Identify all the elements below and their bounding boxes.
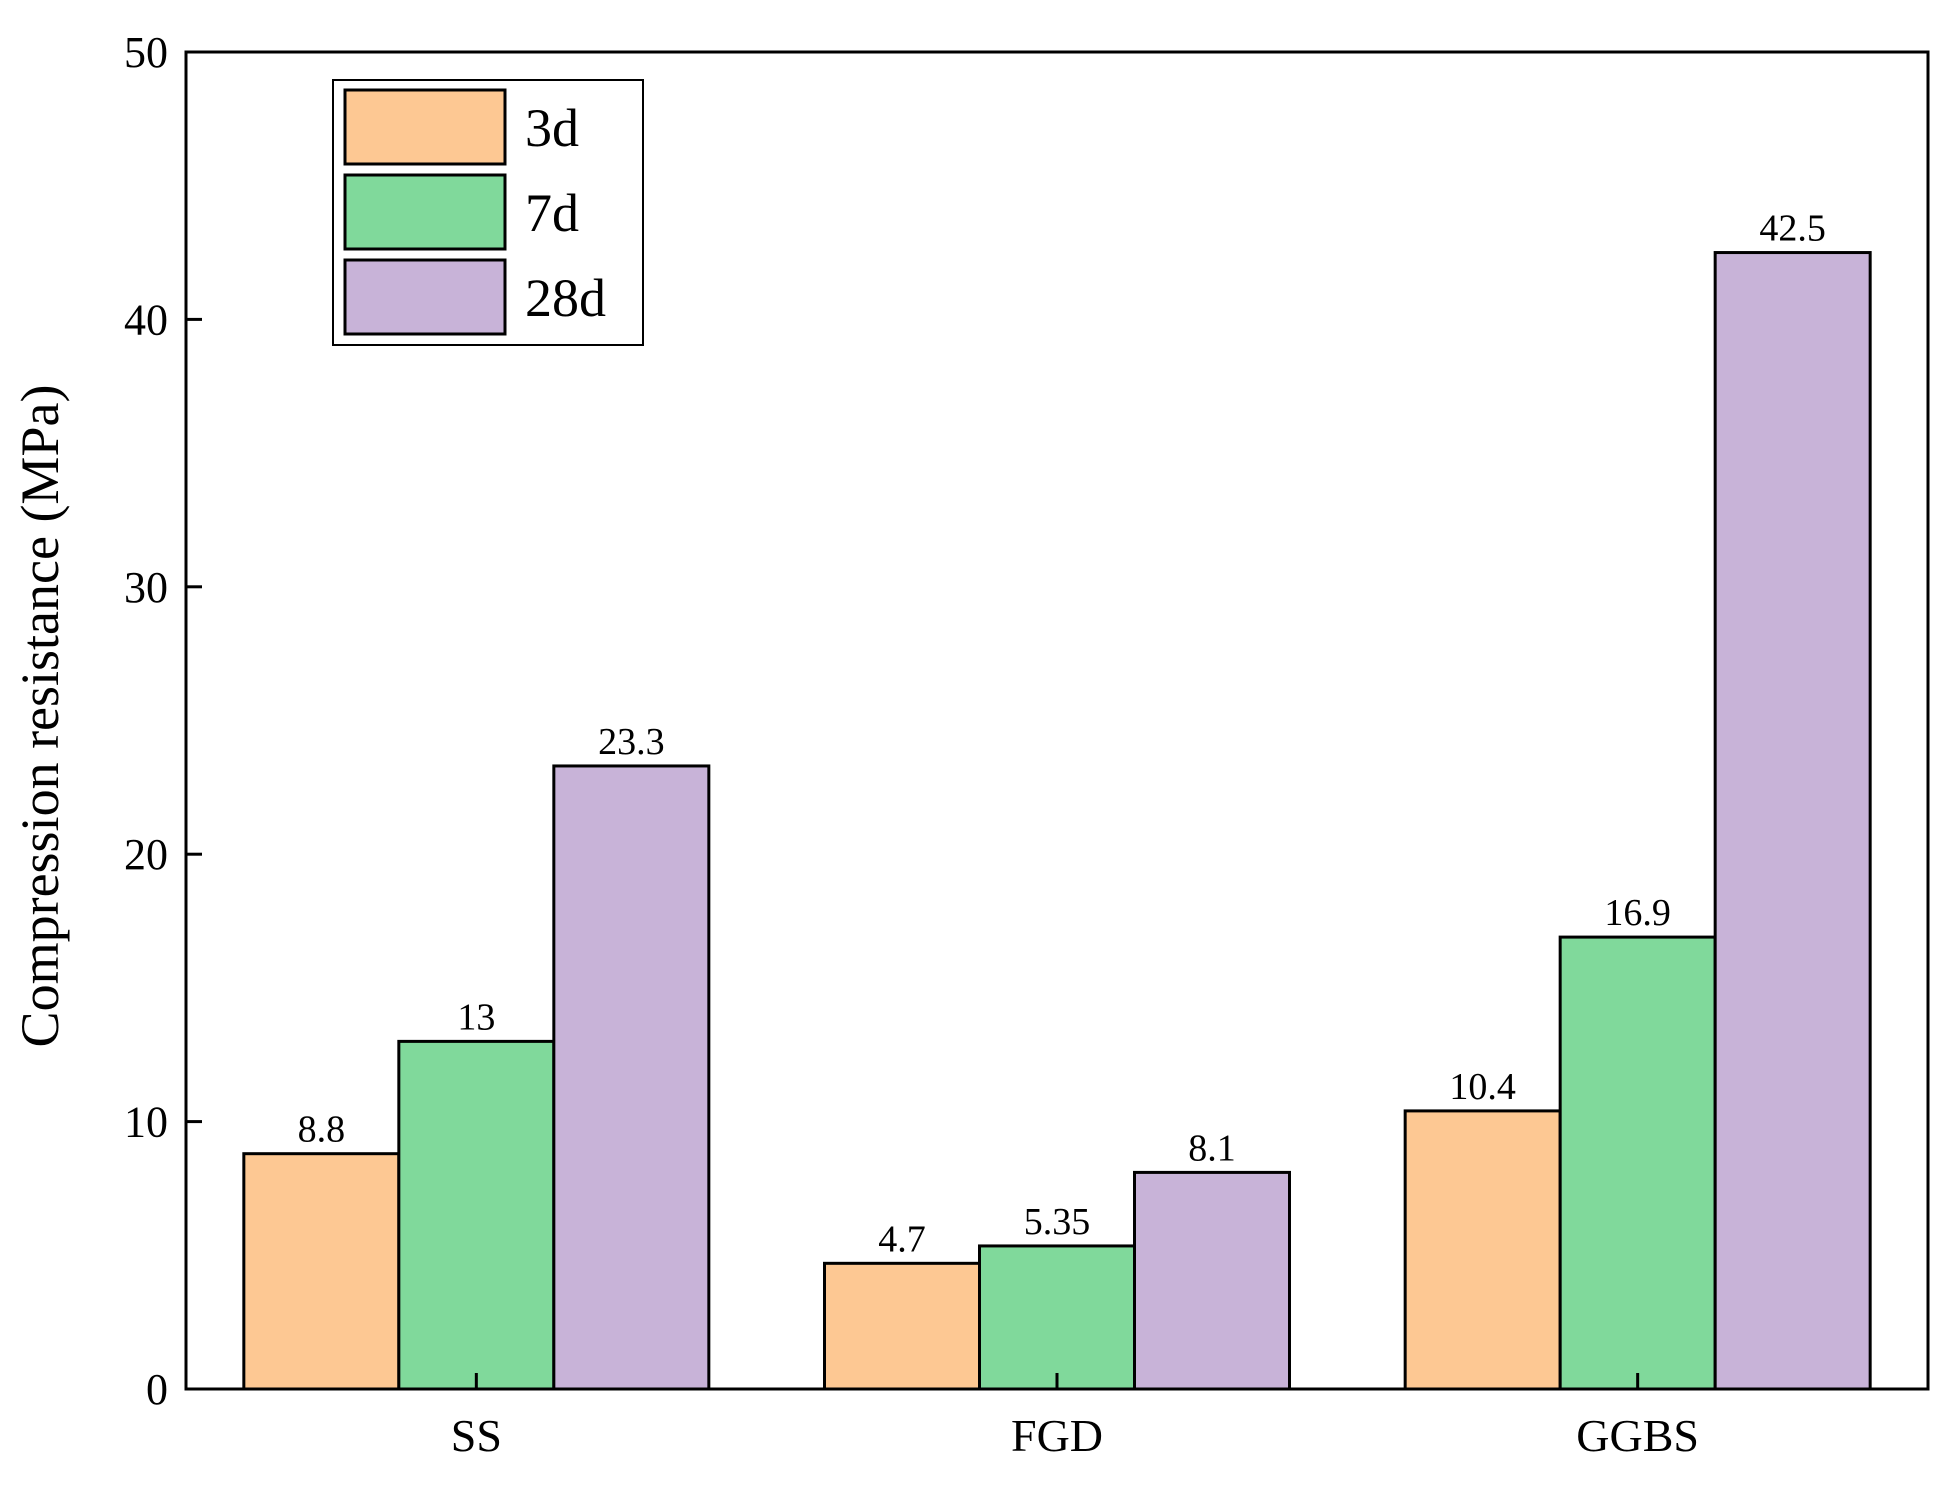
data-labels-layer: 8.8 13 23.3 4.7 5.35 8.1 10.4 16.9 42.5: [298, 208, 1826, 1261]
data-label-fgd-3d: 4.7: [878, 1218, 926, 1260]
data-label-ss-28d: 23.3: [598, 721, 665, 763]
data-label-fgd-28d: 8.1: [1188, 1127, 1236, 1169]
legend-swatch-3d: [343, 88, 507, 166]
data-label-ss-3d: 8.8: [298, 1109, 346, 1151]
data-label-ggbs-7d: 16.9: [1604, 892, 1671, 934]
x-tick-label-fgd: FGD: [1011, 1410, 1103, 1461]
legend-label-3d: 3d: [525, 98, 579, 158]
bar-ss-3d: [242, 1152, 401, 1391]
legend-label-7d: 7d: [525, 183, 579, 243]
x-tick-label-ss: SS: [451, 1410, 502, 1461]
y-tick-label-0: 0: [146, 1365, 168, 1414]
y-tick-label-30: 30: [124, 563, 168, 612]
data-label-fgd-7d: 5.35: [1024, 1201, 1091, 1243]
bar-fgd-28d: [1133, 1170, 1291, 1391]
legend-swatch-7d: [343, 173, 507, 251]
y-tick-label-10: 10: [124, 1098, 168, 1147]
y-tick-label-50: 50: [124, 28, 168, 77]
data-label-ggbs-3d: 10.4: [1449, 1066, 1516, 1108]
y-tick-label-20: 20: [124, 830, 168, 879]
bar-ggbs-28d: [1713, 251, 1872, 1391]
data-label-ggbs-28d: 42.5: [1759, 208, 1826, 250]
bar-ggbs-3d: [1403, 1109, 1562, 1391]
legend: 3d 7d 28d: [332, 79, 644, 346]
x-tick-label-ggbs: GGBS: [1576, 1410, 1699, 1461]
bar-ss-28d: [552, 764, 711, 1391]
data-label-ss-7d: 13: [457, 996, 495, 1038]
bar-fgd-7d: [978, 1244, 1136, 1391]
bar-ggbs-7d: [1558, 935, 1717, 1391]
bar-fgd-3d: [823, 1261, 981, 1391]
bars-layer: [242, 251, 1872, 1391]
y-axis-label: Compression resistance (MPa): [10, 385, 70, 1048]
legend-swatch-28d: [343, 258, 507, 336]
axes-layer: 0 10 20 30 40 50 SS FGD GGBS: [124, 28, 1930, 1461]
bar-ss-7d: [397, 1039, 556, 1391]
legend-label-28d: 28d: [525, 268, 606, 328]
y-tick-label-40: 40: [124, 295, 168, 344]
